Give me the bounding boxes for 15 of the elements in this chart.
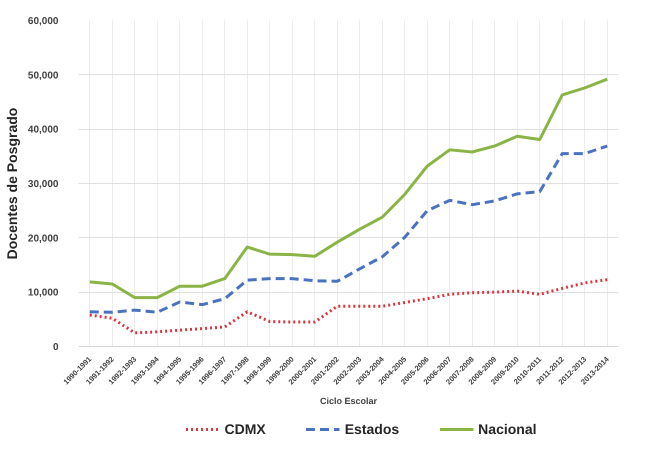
legend-label: Estados — [344, 421, 400, 437]
y-tick-label: 30,000 — [28, 179, 59, 190]
line-series — [88, 78, 609, 300]
y-tick-label: 40,000 — [28, 124, 59, 136]
y-tick-label: 60,000 — [28, 16, 59, 27]
y-tick-label: 20,000 — [28, 233, 59, 244]
legend-label: CDMX — [224, 421, 266, 437]
y-axis-title: Docentes de Posgrado — [4, 108, 20, 260]
y-tick-label: 0 — [52, 342, 59, 353]
x-axis-title: Ciclo Escolar — [320, 396, 378, 406]
y-tick-label: 10,000 — [28, 288, 59, 299]
y-tick-label: 50,000 — [28, 70, 59, 82]
line-series — [88, 278, 609, 334]
line-series — [88, 144, 609, 314]
legend-label: Nacional — [478, 421, 537, 437]
